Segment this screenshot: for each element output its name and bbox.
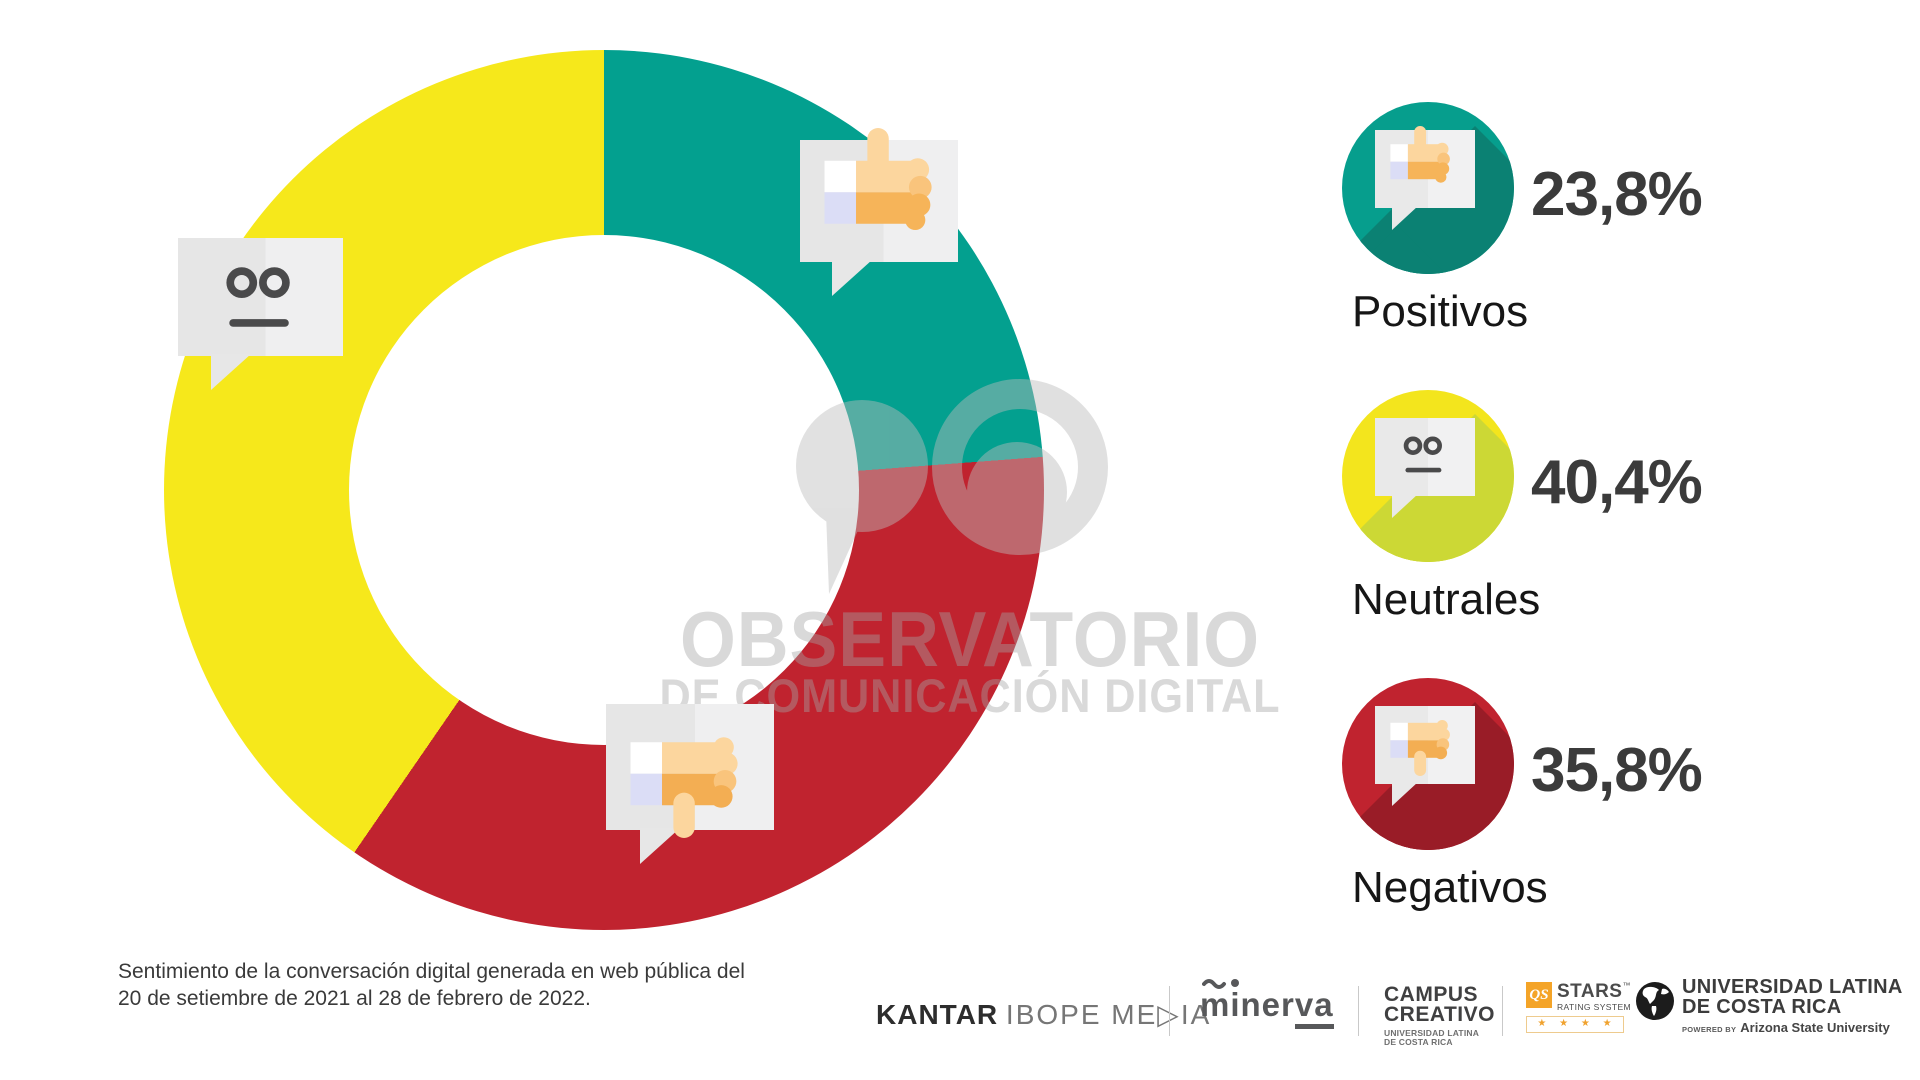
globe-icon	[1636, 982, 1674, 1020]
value-positivos: 23,8%	[1531, 160, 1703, 229]
campus-line: CREATIVO	[1384, 1003, 1495, 1026]
logo-divider	[1358, 986, 1359, 1036]
minerva-wave-icon	[1202, 979, 1239, 989]
thumbs-down-icon	[628, 712, 754, 838]
negative-speech-bubble	[606, 704, 774, 864]
qs-stars-badge: QS STARS™ RATING SYSTEM ★ ★ ★ ★	[1526, 982, 1631, 1033]
logo-divider	[1502, 986, 1503, 1036]
label-positivos: Positivos	[1352, 287, 1529, 336]
neutral-face-icon	[196, 250, 324, 346]
ulatina-line: UNIVERSIDAD LATINA	[1682, 976, 1903, 998]
arizona-state-label: Arizona State University	[1740, 1020, 1890, 1035]
legend-bubble	[1375, 130, 1475, 230]
powered-by-label: POWERED BY	[1682, 1025, 1737, 1034]
legend-bubble	[1375, 706, 1475, 806]
chart-caption: Sentimiento de la conversación digital g…	[118, 958, 745, 1012]
qs-rating-system-label: RATING SYSTEM	[1557, 1002, 1631, 1012]
legend-bubble	[1375, 418, 1475, 518]
ulatina-line: DE COSTA RICA	[1682, 996, 1842, 1018]
trademark-symbol: ™	[1622, 981, 1631, 990]
logo-divider	[1169, 986, 1170, 1036]
neutral-face-icon	[1386, 426, 1462, 484]
legend-circle-positivos	[1342, 102, 1514, 274]
caption-line-2: 20 de setiembre de 2021 al 28 de febrero…	[118, 987, 591, 1010]
neutral-speech-bubble	[178, 238, 343, 390]
value-neutrales: 40,4%	[1531, 448, 1703, 517]
thumbs-down-icon	[1389, 706, 1459, 776]
qs-stars-wordmark: STARS	[1557, 981, 1623, 1002]
campus-line: CAMPUS	[1384, 983, 1479, 1006]
kantar-ibope-media-logo: KANTAR IBOPE ME▷IA	[876, 998, 1211, 1031]
caption-line-1: Sentimiento de la conversación digital g…	[118, 960, 745, 983]
legend-circle-neutrales	[1342, 390, 1514, 562]
qs-badge-icon: QS	[1526, 982, 1552, 1008]
donut-hole	[349, 235, 859, 745]
campus-sub-line: UNIVERSIDAD LATINA	[1384, 1028, 1480, 1038]
label-negativos: Negativos	[1352, 863, 1548, 912]
kantar-wordmark: KANTAR	[876, 999, 999, 1030]
qs-stars-rating: ★ ★ ★ ★	[1526, 1015, 1624, 1033]
positive-speech-bubble	[800, 140, 958, 296]
thumbs-up-icon	[1389, 126, 1459, 196]
ibope-media-wordmark: IBOPE ME▷IA	[1005, 999, 1212, 1030]
value-negativos: 35,8%	[1531, 736, 1703, 805]
minerva-wordmark: miner	[1200, 986, 1295, 1023]
universidad-latina-logo: UNIVERSIDAD LATINA DE COSTA RICA POWERED…	[1682, 977, 1903, 1035]
minerva-logo: minerva	[1200, 979, 1334, 1029]
campus-sub-line: DE COSTA RICA	[1384, 1037, 1453, 1047]
minerva-wordmark-underlined: va	[1294, 986, 1334, 1029]
campus-creativo-logo: CAMPUS CREATIVO UNIVERSIDAD LATINA DE CO…	[1384, 983, 1495, 1047]
label-neutrales: Neutrales	[1352, 575, 1541, 624]
legend-circle-negativos	[1342, 678, 1514, 850]
thumbs-up-icon	[822, 128, 948, 254]
